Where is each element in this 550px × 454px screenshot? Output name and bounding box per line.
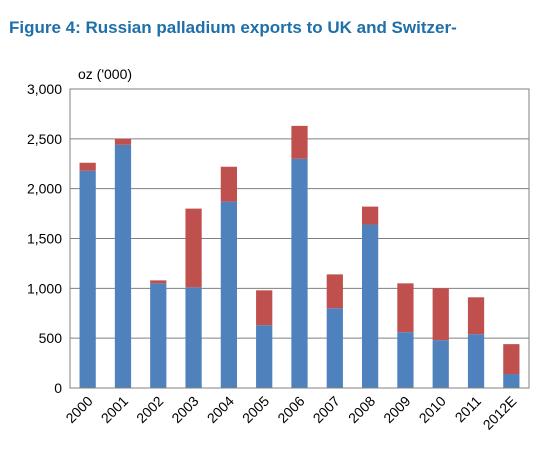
bar-segment-2002-series-1 <box>150 283 167 388</box>
bar-segment-2003-series-1 <box>185 287 202 388</box>
bar-segment-2012E-series-1 <box>503 374 520 388</box>
x-tick-label-2004: 2004 <box>204 393 237 426</box>
chart-title: Figure 4: Russian palladium exports to U… <box>9 18 457 37</box>
plot-border <box>69 88 530 389</box>
y-axis-label: oz ('000) <box>78 66 132 82</box>
x-tick-label-2006: 2006 <box>274 393 307 426</box>
x-tick-label-2001: 2001 <box>98 393 131 426</box>
x-tick-label-2010: 2010 <box>416 393 449 426</box>
bar-segment-2006-series-2 <box>291 125 308 159</box>
bar-segment-2004-series-1 <box>220 201 238 388</box>
bar-segment-2005-series-2 <box>256 290 273 326</box>
y-tick-label: 1,000 <box>27 280 62 296</box>
x-tick-label-2012E: 2012E <box>480 393 520 433</box>
bar-segment-2011-series-1 <box>467 334 485 388</box>
bar-segment-2001-series-2 <box>114 138 132 145</box>
bar-segment-2006-series-1 <box>291 158 308 388</box>
bar-segment-2008-series-1 <box>361 224 379 388</box>
bars <box>79 125 520 388</box>
bar-segment-2002-series-2 <box>150 280 167 284</box>
y-tick-label: 0 <box>54 380 62 396</box>
bar-segment-2000-series-1 <box>79 170 96 388</box>
x-tick-label-2009: 2009 <box>380 393 413 426</box>
x-tick-labels: 2000 2001 2002 2003 2004 2005 2006 2007 2008 2009… <box>62 393 519 433</box>
y-tick-label: 2,500 <box>27 131 62 147</box>
bar-segment-2007-series-2 <box>326 274 343 309</box>
bar-segment-2007-series-1 <box>326 308 343 388</box>
bar-segment-2005-series-1 <box>256 325 273 388</box>
bar-segment-2011-series-2 <box>467 297 485 335</box>
bar-segment-2010-series-1 <box>432 340 449 388</box>
x-tick-label-2005: 2005 <box>239 393 272 426</box>
x-tick-label-2007: 2007 <box>310 393 343 426</box>
y-tick-labels: 0 500 1,000 1,500 2,000 2,500 3,000 <box>27 81 62 396</box>
bar-segment-2003-series-2 <box>185 208 202 288</box>
x-tick-label-2008: 2008 <box>345 393 378 426</box>
y-tick-label: 3,000 <box>27 81 62 97</box>
bar-segment-2001-series-1 <box>114 144 132 388</box>
bar-segment-2004-series-2 <box>220 166 238 202</box>
x-tick-label-2003: 2003 <box>168 393 201 426</box>
y-tick-label: 500 <box>39 330 63 346</box>
bar-segment-2009-series-2 <box>397 283 414 333</box>
bar-segment-2009-series-1 <box>397 332 414 388</box>
axes <box>69 88 530 389</box>
bar-segment-2000-series-2 <box>79 162 96 171</box>
bar-segment-2010-series-2 <box>432 288 449 341</box>
bar-segment-2008-series-2 <box>361 206 379 225</box>
x-tick-label-2002: 2002 <box>133 393 166 426</box>
y-tick-label: 2,000 <box>27 181 62 197</box>
y-tick-label: 1,500 <box>27 231 62 247</box>
bar-segment-2012E-series-2 <box>503 344 520 375</box>
x-tick-label-2000: 2000 <box>62 393 95 426</box>
